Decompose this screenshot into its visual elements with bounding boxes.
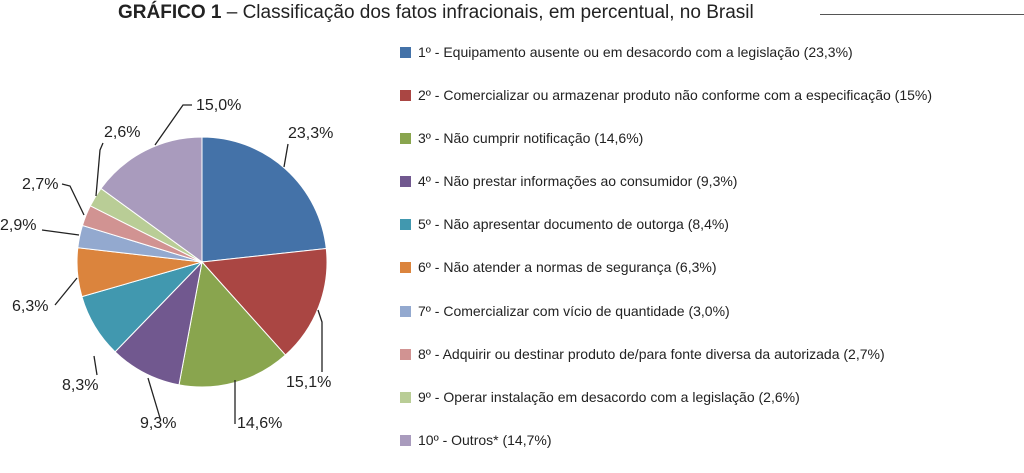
legend-label: 8º - Adquirir ou destinar produto de/par…: [418, 345, 885, 362]
data-label: 9,3%: [140, 415, 176, 432]
leader-line: [317, 309, 323, 372]
data-label: 6,3%: [12, 298, 48, 315]
data-labels: 23,3% 15,1% 14,6% 9,3% 8,3% 6,3% 2,9% 2,7% 2,6% 1…: [0, 97, 333, 432]
legend-label: 6º - Não atender a normas de segurança (…: [418, 259, 717, 276]
legend-label: 5º - Não apresentar documento de outorga…: [418, 216, 729, 233]
pie-slice: [201, 136, 327, 263]
data-label: 2,6%: [104, 124, 140, 141]
leader-line: [41, 229, 80, 236]
legend-item: 4º - Não prestar informações ao consumid…: [400, 171, 932, 192]
data-label: 2,9%: [0, 217, 36, 234]
legend-swatch: [400, 133, 411, 145]
leader-line: [147, 377, 161, 419]
pie-slices: [76, 136, 328, 388]
chart-title-bold: GRÁFICO 1: [118, 2, 222, 23]
leader-line: [154, 104, 192, 146]
legend-swatch: [400, 176, 411, 188]
legend-item: 10º - Outros* (14,7%): [400, 430, 932, 451]
legend-label: 10º - Outros* (14,7%): [418, 431, 552, 448]
leader-line: [93, 355, 98, 376]
pie-slice: [178, 260, 287, 388]
legend-item: 2º - Comercializar ou armazenar produto …: [400, 85, 932, 106]
legend-swatch: [400, 434, 411, 446]
legend-swatch: [400, 348, 411, 360]
leader-line: [61, 183, 85, 216]
legend-item: 1º - Equipamento ausente ou em desacordo…: [400, 42, 932, 63]
pie-chart: 23,3% 15,1% 14,6% 9,3% 8,3% 6,3% 2,9% 2,7% 2,6% 1…: [0, 97, 333, 432]
legend: 1º - Equipamento ausente ou em desacordo…: [400, 42, 932, 473]
leader-line: [95, 142, 104, 197]
legend-swatch: [400, 219, 411, 231]
legend-label: 7º - Comercializar com vício de quantida…: [418, 302, 730, 319]
data-label: 8,3%: [62, 377, 98, 394]
legend-item: 6º - Não atender a normas de segurança (…: [400, 257, 932, 278]
legend-item: 9º - Operar instalação em desacordo com …: [400, 387, 932, 408]
legend-swatch: [400, 262, 411, 274]
legend-swatch: [400, 47, 411, 58]
legend-item: 5º - Não apresentar documento de outorga…: [400, 214, 932, 235]
legend-item: 3º - Não cumprir notificação (14,6%): [400, 128, 932, 149]
legend-swatch: [400, 305, 411, 317]
legend-swatch: [400, 391, 411, 403]
data-label: 15,1%: [286, 374, 331, 391]
legend-label: 3º - Não cumprir notificação (14,6%): [418, 130, 644, 147]
chart-title: GRÁFICO 1 – Classificação dos fatos infr…: [118, 2, 754, 24]
legend-label: 2º - Comercializar ou armazenar produto …: [418, 87, 933, 104]
legend-swatch: [400, 90, 411, 102]
legend-item: 8º - Adquirir ou destinar produto de/par…: [400, 344, 932, 365]
pie-slice: [200, 247, 328, 356]
data-label: 15,0%: [196, 97, 241, 114]
data-label: 14,6%: [237, 415, 282, 432]
legend-item: 7º - Comercializar com vício de quantida…: [400, 301, 932, 322]
data-label: 23,3%: [288, 125, 333, 142]
legend-label: 9º - Operar instalação em desacordo com …: [418, 388, 800, 405]
top-rule: [820, 14, 1024, 15]
legend-label: 1º - Equipamento ausente ou em desacordo…: [418, 44, 853, 60]
leader-line: [283, 143, 289, 168]
chart-title-rest: – Classificação dos fatos infracionais, …: [221, 2, 754, 23]
pie-slice: [100, 136, 203, 263]
data-label: 2,7%: [22, 176, 58, 193]
legend-label: 4º - Não prestar informações ao consumid…: [418, 173, 738, 190]
leader-line: [54, 277, 78, 306]
leader-lines: [41, 104, 323, 424]
